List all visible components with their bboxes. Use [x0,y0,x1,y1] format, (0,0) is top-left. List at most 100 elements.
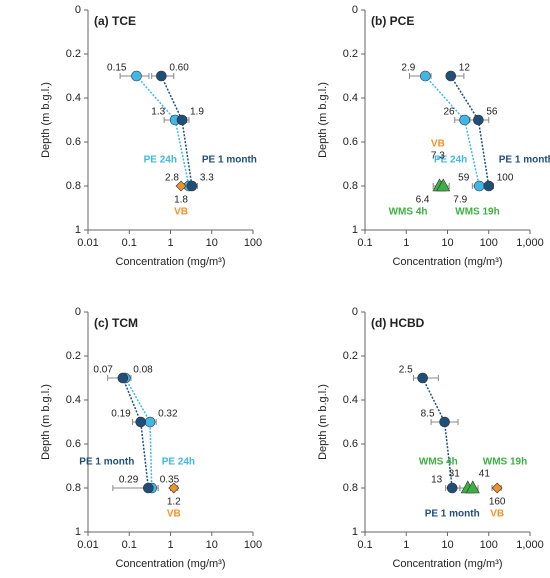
value-label: 0.19 [111,409,131,420]
value-label: 7.3 [431,151,445,162]
y-axis-label: Depth (m b.g.l.) [40,82,52,158]
x-tick-label: 1,000 [516,237,544,249]
value-label: 0.15 [107,63,127,74]
x-tick-label: 0.1 [122,539,137,551]
data-point [439,416,450,428]
y-tick-label: 0 [75,306,81,318]
series-label: PE 1 month [202,155,257,166]
y-tick-label: 0.6 [343,438,358,450]
y-tick-label: 0.8 [66,482,81,494]
y-tick-label: 0 [75,4,81,16]
data-point [144,416,156,428]
y-tick-label: 0 [352,306,358,318]
y-tick-label: 0.4 [66,394,81,406]
x-tick-label: 10 [441,237,453,249]
value-label: 8.5 [421,409,435,420]
value-label: 12 [459,63,471,74]
x-tick-label: 100 [244,237,262,249]
x-tick-label: 1 [167,539,173,551]
y-tick-label: 1 [352,224,358,236]
panel-title: (b) PCE [371,14,414,28]
panel-title: (c) TCM [94,316,138,330]
value-label: 0.32 [158,409,178,420]
value-label: 0.08 [133,365,153,376]
x-axis-label: Concentration (mg/m³) [115,256,225,268]
series-label: WMS 4h [389,207,428,218]
value-label: 6.4 [416,195,430,206]
data-point [417,372,428,384]
data-point [446,482,458,494]
value-label: 59 [458,173,470,184]
y-tick-label: 1 [75,526,81,538]
data-point [465,480,480,494]
value-label: 100 [497,173,514,184]
x-tick-label: 10 [441,539,453,551]
value-label: 2.8 [165,173,179,184]
x-tick-label: 0.1 [122,237,137,249]
x-axis-label: Concentration (mg/m³) [115,558,225,570]
y-tick-label: 0.2 [66,350,81,362]
data-point [420,70,431,82]
y-axis-label: Depth (m b.g.l.) [40,384,52,460]
data-point [483,180,495,192]
data-point [131,70,142,82]
y-tick-label: 0.8 [343,180,358,192]
y-tick-label: 0 [352,4,358,16]
series-line [122,377,150,489]
x-axis-label: Concentration (mg/m³) [392,558,502,570]
x-tick-label: 0.01 [77,539,98,551]
x-tick-label: 1 [167,237,173,249]
series-line [135,75,190,187]
data-point [473,114,484,126]
y-tick-label: 0.6 [66,438,81,450]
y-tick-label: 0.2 [343,350,358,362]
value-label: 1.2 [167,497,181,508]
value-label: 2.5 [399,365,413,376]
x-tick-label: 0.01 [77,237,98,249]
value-label: 7.9 [453,195,467,206]
data-point [176,114,188,126]
data-point [117,372,129,384]
series-line [424,75,481,187]
y-tick-label: 0.2 [343,48,358,60]
data-point [436,178,451,192]
value-label: 1.8 [174,195,188,206]
y-axis-label: Depth (m b.g.l.) [317,384,329,460]
value-label: 2.9 [401,63,415,74]
x-tick-label: 100 [244,539,262,551]
value-label: 3.3 [200,173,214,184]
data-point [156,70,167,82]
x-tick-label: 10 [206,237,218,249]
y-tick-label: 0.6 [66,136,81,148]
x-axis-label: Concentration (mg/m³) [392,256,502,268]
series-label: PE 1 month [425,509,480,520]
data-point [175,180,187,192]
y-tick-label: 0.4 [343,394,358,406]
y-tick-label: 0.4 [343,92,358,104]
y-tick-label: 0.2 [66,48,81,60]
data-point [445,70,457,82]
value-label: 31 [449,469,461,480]
value-label: 56 [486,107,498,118]
x-tick-label: 1,000 [516,539,544,551]
series-label: WMS 19h [455,207,499,218]
value-label: 0.29 [119,475,139,486]
series-label: VB [490,509,504,520]
y-tick-label: 1 [75,224,81,236]
series-label: PE 1 month [499,155,550,166]
series-label: VB [431,139,445,150]
series-label: PE 24h [434,155,467,166]
value-label: 0.60 [169,63,189,74]
y-tick-label: 0.4 [66,92,81,104]
x-tick-label: 1 [403,539,409,551]
data-point [491,482,503,494]
series-label: VB [167,509,181,520]
panel-title: (a) TCE [94,14,136,28]
series-line [450,75,490,187]
data-point [135,416,147,428]
value-label: 160 [489,497,506,508]
y-tick-label: 0.6 [343,136,358,148]
panel-title: (d) HCBD [371,316,425,330]
x-tick-label: 10 [206,539,218,551]
